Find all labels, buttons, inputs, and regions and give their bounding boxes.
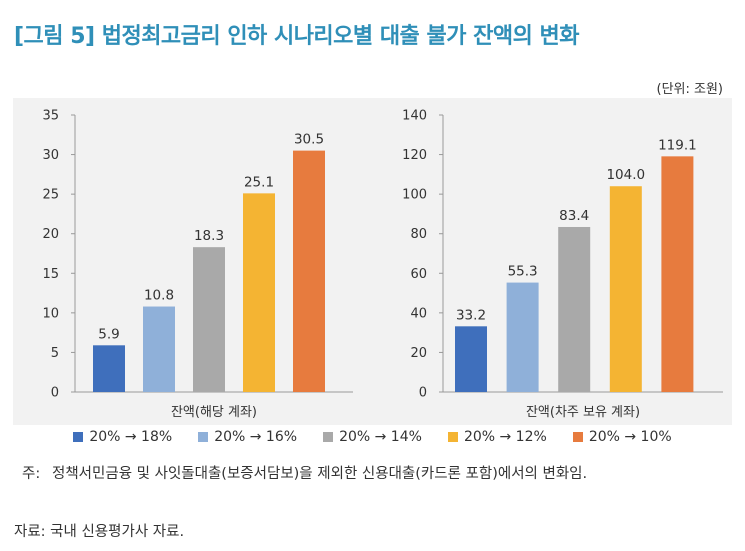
y-tick-label: 0 bbox=[419, 386, 427, 401]
source-note: 자료: 국내 신용평가사 자료. bbox=[14, 524, 185, 540]
y-tick-label: 25 bbox=[42, 188, 59, 203]
legend-item: 20% → 18% bbox=[73, 429, 172, 445]
legend-label: 20% → 10% bbox=[588, 429, 672, 445]
y-tick-label: 60 bbox=[410, 267, 427, 282]
y-tick-label: 5 bbox=[51, 346, 59, 361]
y-tick-label: 30 bbox=[42, 148, 59, 163]
unit-label: (단위: 조원) bbox=[656, 82, 724, 97]
bar-charts: 0 5 10 15 20 25 30 35 5.9 10.8 18.3 25.1 30.5 잔액(해당 계… bbox=[42, 109, 723, 420]
x-axis-label: 잔액(차주 보유 계좌) bbox=[526, 405, 640, 420]
bar-value-label: 25.1 bbox=[244, 174, 274, 190]
bar bbox=[506, 282, 539, 392]
footnote: 주: 정책서민금융 및 사잇돌대출(보증서담보)을 제외한 신용대출(카드론 포… bbox=[22, 463, 737, 485]
bar bbox=[243, 193, 275, 392]
legend-item: 20% → 12% bbox=[447, 429, 547, 445]
bar bbox=[93, 345, 125, 392]
y-tick-label: 20 bbox=[42, 227, 59, 242]
y-tick-label: 15 bbox=[42, 267, 59, 282]
chart-panel-left: 0 5 10 15 20 25 30 35 5.9 10.8 18.3 25.1 30.5 잔액(해당 계… bbox=[42, 109, 353, 420]
legend-label: 20% → 16% bbox=[214, 429, 298, 445]
legend-swatch bbox=[73, 432, 84, 442]
legend-label: 20% → 14% bbox=[339, 429, 422, 445]
legend-label: 20% → 12% bbox=[463, 429, 547, 445]
chart-frame: 0 5 10 15 20 25 30 35 5.9 10.8 18.3 25.1 30.5 잔액(해당 계… bbox=[13, 98, 732, 425]
bar-value-label: 10.8 bbox=[144, 288, 174, 304]
legend-swatch bbox=[198, 432, 209, 442]
bar bbox=[293, 150, 325, 392]
bar-value-label: 5.9 bbox=[98, 326, 119, 342]
legend-label: 20% → 18% bbox=[89, 429, 173, 445]
chart-panel-right: 0 20 40 60 80 100 120 140 33.2 55.3 83.4 104.0 119.1… bbox=[402, 109, 723, 420]
bar bbox=[143, 306, 175, 392]
y-tick-label: 100 bbox=[402, 188, 427, 203]
footnote-prefix: 주: bbox=[22, 466, 41, 482]
bar-value-label: 33.2 bbox=[456, 307, 486, 323]
legend-swatch bbox=[572, 432, 583, 442]
y-tick-label: 120 bbox=[402, 148, 427, 163]
y-tick-label: 140 bbox=[402, 109, 427, 124]
y-tick-label: 35 bbox=[42, 109, 59, 124]
y-tick-label: 40 bbox=[410, 306, 427, 321]
bar bbox=[193, 247, 225, 392]
bar-value-label: 83.4 bbox=[559, 208, 589, 224]
legend-item: 20% → 16% bbox=[198, 429, 297, 445]
bar-value-label: 104.0 bbox=[606, 167, 645, 183]
bar-value-label: 55.3 bbox=[508, 264, 538, 280]
legend: 20% → 18% 20% → 16% 20% → 14% 20% → 12% 20% … bbox=[0, 429, 745, 445]
y-tick-label: 0 bbox=[51, 386, 59, 401]
bar bbox=[455, 326, 487, 392]
footnote-text: 정책서민금융 및 사잇돌대출(보증서담보)을 제외한 신용대출(카드론 포함)에… bbox=[52, 466, 588, 482]
y-tick-label: 10 bbox=[42, 306, 59, 321]
legend-swatch bbox=[447, 432, 458, 442]
y-tick-label: 20 bbox=[410, 346, 427, 361]
bar bbox=[661, 156, 694, 392]
bar bbox=[558, 226, 591, 392]
bar-value-label: 18.3 bbox=[194, 228, 224, 244]
legend-item: 20% → 14% bbox=[323, 429, 422, 445]
bar-value-label: 30.5 bbox=[294, 132, 324, 148]
chart-title: [그림 5] 법정최고금리 인하 시나리오별 대출 불가 잔액의 변화 bbox=[14, 24, 579, 49]
x-axis-label: 잔액(해당 계좌) bbox=[171, 405, 257, 420]
bar bbox=[609, 186, 642, 392]
legend-item: 20% → 10% bbox=[572, 429, 672, 445]
legend-swatch bbox=[323, 432, 334, 442]
bar-value-label: 119.1 bbox=[658, 137, 697, 153]
y-tick-label: 80 bbox=[410, 227, 427, 242]
